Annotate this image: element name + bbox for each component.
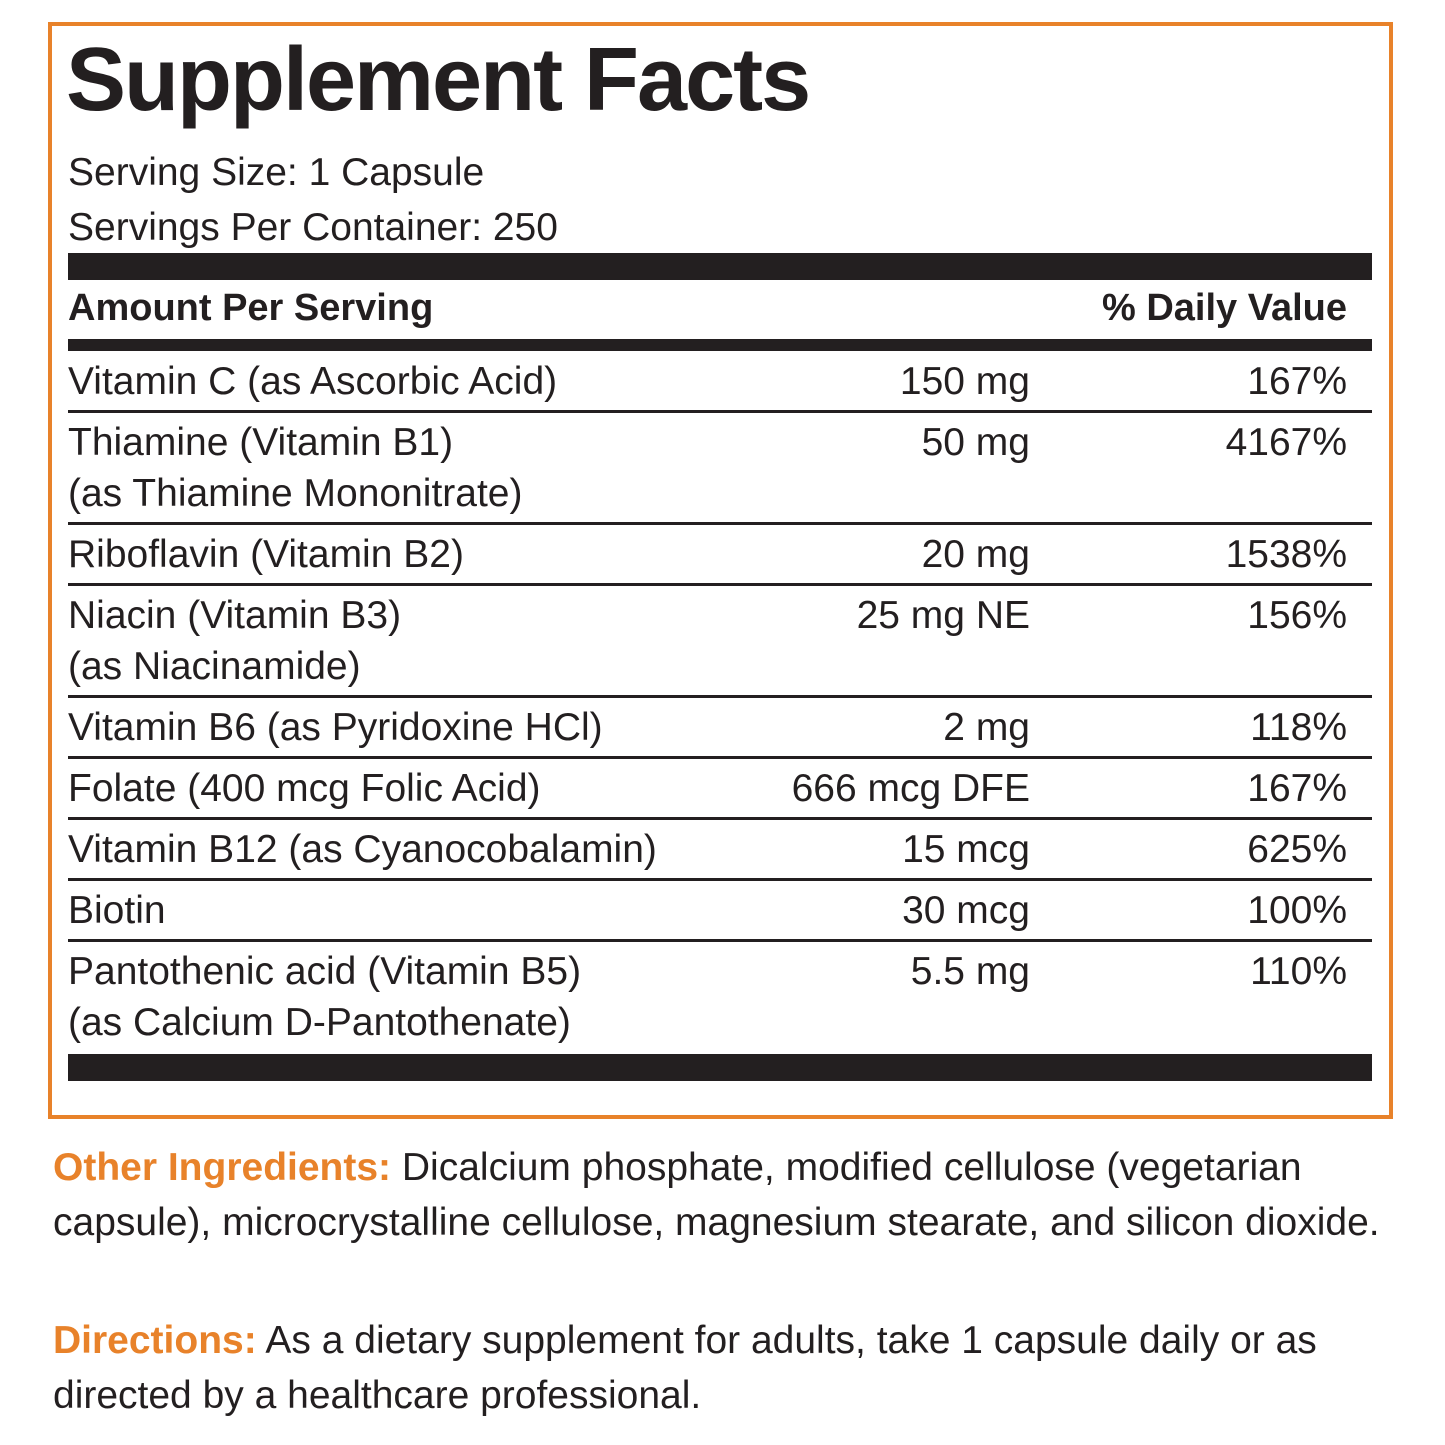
ingredient-name: Thiamine (Vitamin B1) xyxy=(68,421,454,464)
thin-rule xyxy=(68,410,1372,413)
ingredient-name: Pantothenic acid (Vitamin B5) xyxy=(68,950,582,993)
medium-rule xyxy=(68,339,1372,351)
ingredient-name: Niacin (Vitamin B3) xyxy=(68,594,402,637)
directions-label: Directions: xyxy=(53,1319,257,1362)
thin-rule xyxy=(68,522,1372,525)
daily-value: 625% xyxy=(1247,828,1347,871)
amount: 50 mg xyxy=(921,421,1030,464)
daily-value: 156% xyxy=(1247,594,1347,637)
amount: 25 mg NE xyxy=(856,594,1030,637)
ingredient-name: Folate (400 mcg Folic Acid) xyxy=(68,767,541,810)
daily-value: 1538% xyxy=(1225,533,1347,576)
daily-value: 110% xyxy=(1250,950,1347,993)
title: Supplement Facts xyxy=(66,30,811,130)
amount: 30 mcg xyxy=(902,889,1030,932)
amount: 15 mcg xyxy=(902,828,1030,871)
ingredient-name: Vitamin B12 (as Cyanocobalamin) xyxy=(68,828,657,871)
amount: 2 mg xyxy=(943,706,1030,749)
header-amount: Amount Per Serving xyxy=(68,287,434,329)
daily-value: 118% xyxy=(1250,706,1347,749)
thin-rule xyxy=(68,756,1372,759)
daily-value: 167% xyxy=(1247,767,1347,810)
ingredient-name: (as Thiamine Mononitrate) xyxy=(68,472,523,515)
ingredient-name: Biotin xyxy=(68,889,166,932)
ingredient-name: (as Calcium D-Pantothenate) xyxy=(68,1001,571,1044)
ingredient-name: Riboflavin (Vitamin B2) xyxy=(68,533,464,576)
daily-value: 100% xyxy=(1247,889,1347,932)
facts-panel xyxy=(48,22,1393,1119)
directions: Directions: As a dietary supplement for … xyxy=(53,1313,1393,1423)
serving-size: Serving Size: 1 Capsule xyxy=(68,151,485,194)
daily-value: 4167% xyxy=(1225,421,1347,464)
thin-rule xyxy=(68,695,1372,698)
amount: 150 mg xyxy=(899,360,1030,403)
thick-rule xyxy=(68,1054,1372,1081)
amount: 5.5 mg xyxy=(910,950,1030,993)
ingredient-name: Vitamin B6 (as Pyridoxine HCl) xyxy=(68,706,603,749)
ingredient-name: (as Niacinamide) xyxy=(68,645,361,688)
thin-rule xyxy=(68,583,1372,586)
thin-rule xyxy=(68,878,1372,881)
other-ingredients: Other Ingredients: Dicalcium phosphate, … xyxy=(53,1140,1393,1250)
thin-rule xyxy=(68,939,1372,942)
thin-rule xyxy=(68,817,1372,820)
other-ingredients-label: Other Ingredients: xyxy=(53,1146,392,1189)
header-daily-value: % Daily Value xyxy=(1101,287,1347,329)
daily-value: 167% xyxy=(1247,360,1347,403)
ingredient-name: Vitamin C (as Ascorbic Acid) xyxy=(68,360,558,403)
amount: 20 mg xyxy=(921,533,1030,576)
amount: 666 mcg DFE xyxy=(791,767,1030,810)
thick-rule xyxy=(68,253,1372,280)
servings-per-container: Servings Per Container: 250 xyxy=(68,206,558,249)
directions-text: As a dietary supplement for adults, take… xyxy=(53,1319,1317,1417)
other-ingredients-text: Dicalcium phosphate, modified cellulose … xyxy=(53,1146,1380,1244)
